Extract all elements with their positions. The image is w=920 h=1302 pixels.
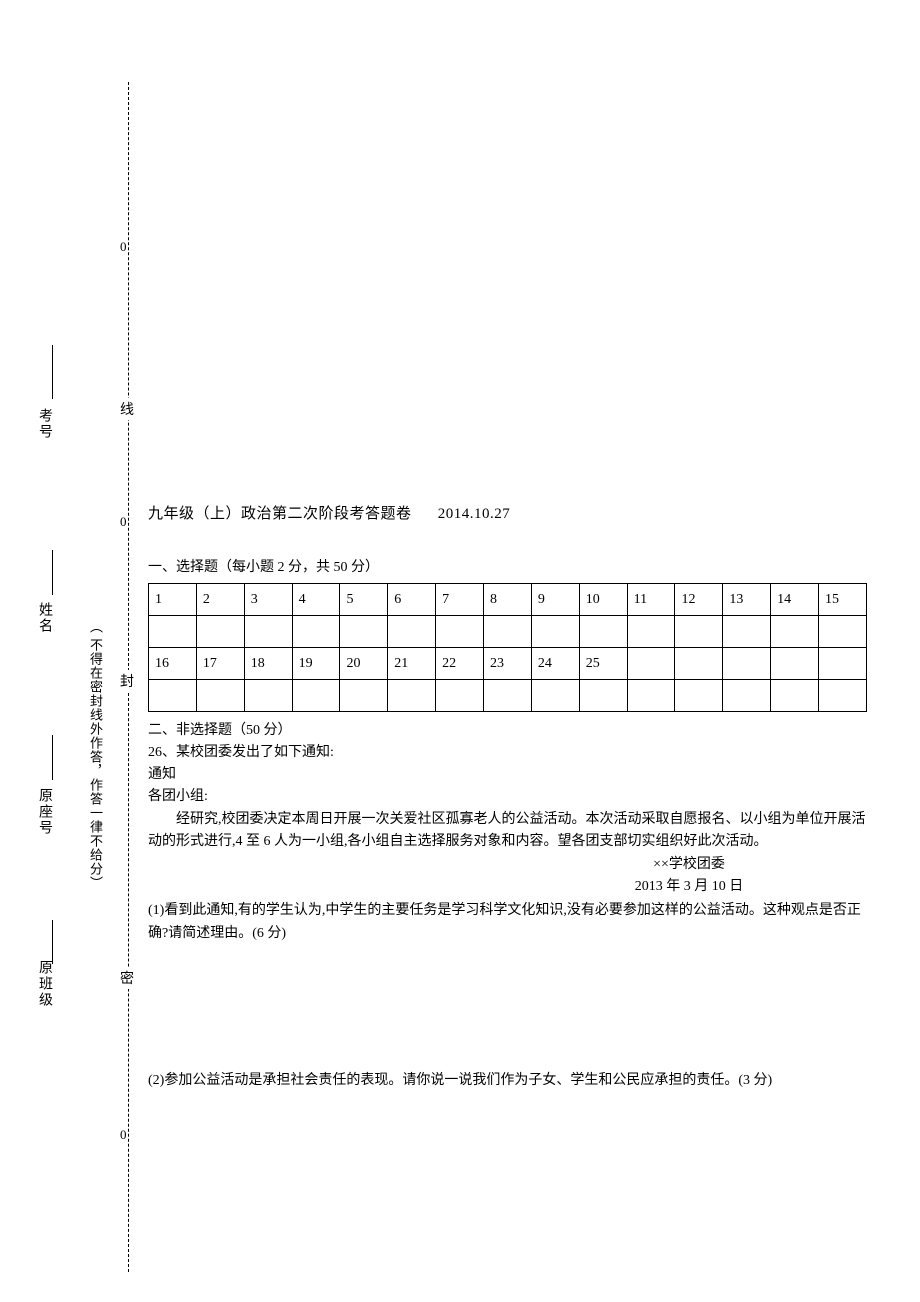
table-cell[interactable]	[771, 616, 819, 648]
table-cell[interactable]	[723, 680, 771, 712]
notice-sign-date: 2013 年 3 月 10 日	[508, 876, 870, 898]
seal-marker-0: 0	[120, 238, 127, 256]
section2-header: 二、非选择题（50 分）	[148, 720, 870, 742]
table-cell[interactable]	[771, 680, 819, 712]
table-cell: 21	[388, 648, 436, 680]
table-cell: 12	[675, 584, 723, 616]
table-cell: 23	[484, 648, 532, 680]
seal-marker-0: 0	[120, 513, 127, 531]
table-cell: 19	[292, 648, 340, 680]
table-cell[interactable]	[388, 680, 436, 712]
table-cell: 5	[340, 584, 388, 616]
table-cell[interactable]	[244, 616, 292, 648]
table-cell: 13	[723, 584, 771, 616]
label-original-class: 原班级	[34, 960, 54, 1008]
table-cell: 8	[484, 584, 532, 616]
seal-char-mi: 密	[120, 967, 134, 989]
q26-part2: (2)参加公益活动是承担社会责任的表现。请你说一说我们作为子女、学生和公民应承担…	[148, 1070, 870, 1092]
table-cell	[627, 648, 675, 680]
table-cell	[675, 648, 723, 680]
table-cell: 11	[627, 584, 675, 616]
table-cell[interactable]	[149, 680, 197, 712]
notice-signature: ××学校团委 2013 年 3 月 10 日	[508, 854, 870, 899]
table-cell[interactable]	[484, 680, 532, 712]
notice-addressee: 各团小组:	[148, 786, 870, 808]
table-cell: 4	[292, 584, 340, 616]
table-cell[interactable]	[723, 616, 771, 648]
table-cell[interactable]	[819, 680, 867, 712]
table-cell: 17	[196, 648, 244, 680]
table-cell[interactable]	[292, 680, 340, 712]
title-date: 2014.10.27	[438, 506, 511, 522]
seal-char-feng: 封	[120, 670, 134, 692]
table-cell: 15	[819, 584, 867, 616]
underline-seat	[52, 735, 53, 780]
title-main: 九年级（上）政治第二次阶段考答题卷	[148, 506, 412, 522]
table-cell: 6	[388, 584, 436, 616]
table-cell: 24	[531, 648, 579, 680]
table-cell: 1	[149, 584, 197, 616]
table-row	[149, 680, 867, 712]
table-cell: 9	[531, 584, 579, 616]
table-cell[interactable]	[196, 616, 244, 648]
underline-name	[52, 550, 53, 595]
table-cell[interactable]	[340, 680, 388, 712]
section1-header: 一、选择题（每小题 2 分，共 50 分）	[148, 556, 870, 576]
content-area: 九年级（上）政治第二次阶段考答题卷 2014.10.27 一、选择题（每小题 2…	[148, 82, 870, 1093]
q26-intro: 26、某校团委发出了如下通知:	[148, 742, 870, 764]
table-cell[interactable]	[149, 616, 197, 648]
notice-body: 经研究,校团委决定本周日开展一次关爱社区孤寡老人的公益活动。本次活动采取自愿报名…	[148, 809, 870, 854]
seal-marker-0: 0	[120, 1126, 127, 1144]
table-cell	[723, 648, 771, 680]
table-row	[149, 616, 867, 648]
table-cell[interactable]	[627, 616, 675, 648]
table-cell[interactable]	[675, 680, 723, 712]
table-cell[interactable]	[531, 616, 579, 648]
table-row: 16 17 18 19 20 21 22 23 24 25	[149, 648, 867, 680]
table-cell[interactable]	[436, 616, 484, 648]
label-name: 姓名	[34, 602, 54, 634]
table-row: 1 2 3 4 5 6 7 8 9 10 11 12 13 14 15	[149, 584, 867, 616]
notice-sign-org: ××学校团委	[508, 854, 870, 876]
underline-class	[52, 920, 53, 964]
binding-band: 原班级 原座号 姓名 考号 （ 不得在密封线外作答，作答一律不给分） 0 线 0…	[0, 0, 150, 1302]
table-cell: 10	[579, 584, 627, 616]
table-cell	[771, 648, 819, 680]
label-original-seat: 原座号	[34, 788, 54, 836]
page-title: 九年级（上）政治第二次阶段考答题卷 2014.10.27	[148, 502, 870, 523]
table-cell: 16	[149, 648, 197, 680]
table-cell[interactable]	[436, 680, 484, 712]
table-cell: 2	[196, 584, 244, 616]
q26-part1: (1)看到此通知,有的学生认为,中学生的主要任务是学习科学文化知识,没有必要参加…	[148, 900, 870, 945]
seal-instruction: （ 不得在密封线外作答，作答一律不给分）	[86, 620, 105, 890]
table-cell[interactable]	[675, 616, 723, 648]
table-cell[interactable]	[244, 680, 292, 712]
table-cell: 14	[771, 584, 819, 616]
table-cell[interactable]	[627, 680, 675, 712]
table-cell: 20	[340, 648, 388, 680]
table-cell[interactable]	[196, 680, 244, 712]
table-cell: 22	[436, 648, 484, 680]
table-cell[interactable]	[484, 616, 532, 648]
notice-title: 通知	[148, 764, 870, 786]
table-cell: 7	[436, 584, 484, 616]
table-cell[interactable]	[388, 616, 436, 648]
table-cell: 18	[244, 648, 292, 680]
table-cell[interactable]	[579, 680, 627, 712]
table-cell[interactable]	[579, 616, 627, 648]
label-exam-number: 考号	[34, 408, 54, 440]
table-cell[interactable]	[340, 616, 388, 648]
table-cell[interactable]	[292, 616, 340, 648]
answer-table: 1 2 3 4 5 6 7 8 9 10 11 12 13 14 15	[148, 583, 867, 712]
table-cell[interactable]	[819, 616, 867, 648]
underline-exam	[52, 345, 53, 399]
table-cell	[819, 648, 867, 680]
seal-char-xian: 线	[120, 398, 134, 420]
table-cell: 3	[244, 584, 292, 616]
table-cell: 25	[579, 648, 627, 680]
table-cell[interactable]	[531, 680, 579, 712]
